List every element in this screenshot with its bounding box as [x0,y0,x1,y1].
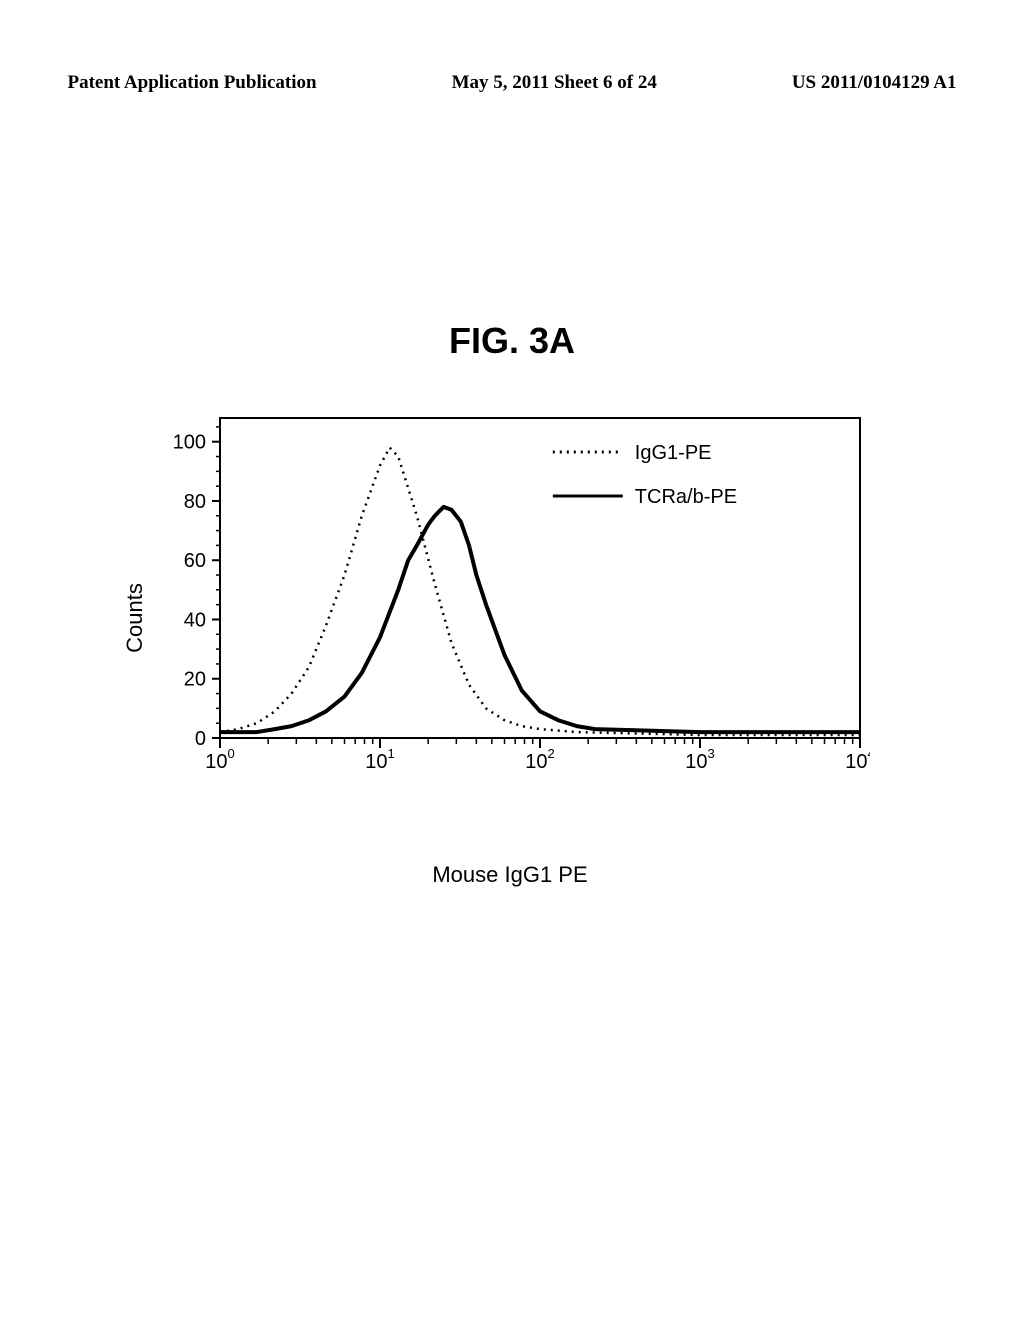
header-right: US 2011/0104129 A1 [792,72,957,94]
svg-text:100: 100 [205,746,234,773]
svg-text:IgG1-PE: IgG1-PE [635,442,712,464]
page-header: Patent Application Publication May 5, 20… [0,72,1024,94]
x-axis-label: Mouse IgG1 PE [150,862,870,888]
svg-text:103: 103 [685,746,714,773]
svg-text:100: 100 [173,432,206,454]
svg-text:60: 60 [184,550,206,572]
header-left: Patent Application Publication [67,72,316,94]
svg-text:TCRa/b-PE: TCRa/b-PE [635,486,737,508]
svg-text:104: 104 [845,746,870,773]
svg-text:101: 101 [365,746,394,773]
svg-text:0: 0 [195,728,206,750]
histogram-chart: Counts 020406080100100101102103104IgG1-P… [150,408,870,828]
svg-text:80: 80 [184,491,206,513]
svg-text:102: 102 [525,746,554,773]
header-center: May 5, 2011 Sheet 6 of 24 [452,72,657,94]
svg-text:40: 40 [184,609,206,631]
y-axis-label: Counts [122,583,148,653]
chart-svg: 0 20 40 60 80 100 100 101 102 103 104 IgG1-PE TCRa/b… [150,408,870,788]
figure-title: FIG. 3A [0,320,1024,362]
svg-text:20: 20 [184,669,206,691]
